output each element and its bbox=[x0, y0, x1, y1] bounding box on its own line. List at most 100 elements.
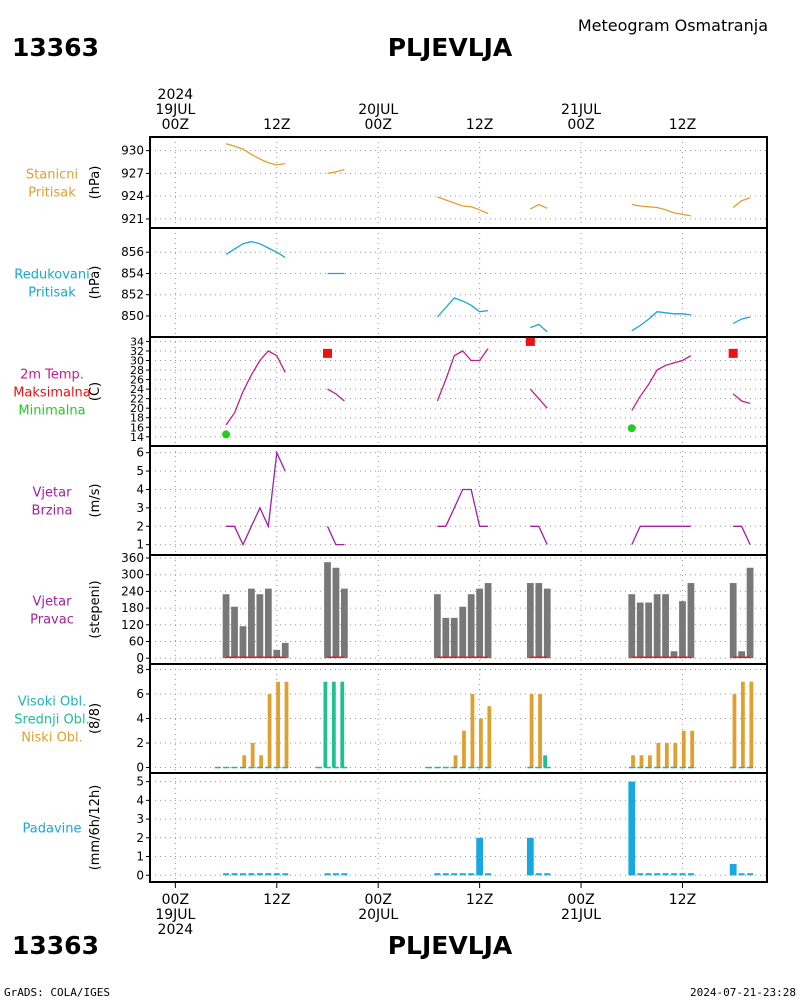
station-name-bottom: PLJEVLJA bbox=[388, 931, 513, 960]
bar bbox=[459, 606, 467, 659]
station-name-top: PLJEVLJA bbox=[388, 33, 513, 62]
bar bbox=[648, 755, 652, 768]
bar bbox=[331, 681, 336, 768]
y-tick-label: 5 bbox=[136, 464, 144, 478]
panel-1: 930 927 924 921 Stanicni Pritisak (hPa) bbox=[26, 136, 768, 229]
bar bbox=[746, 567, 754, 659]
panel-frame bbox=[149, 136, 768, 229]
series-line bbox=[732, 197, 751, 209]
y-tick-label: 18 bbox=[130, 412, 144, 425]
y-tick-label: 26 bbox=[130, 374, 144, 387]
bar bbox=[645, 602, 653, 659]
y-tick-label: 924 bbox=[121, 189, 144, 203]
y-tick-label: 4 bbox=[136, 482, 144, 496]
series-line bbox=[437, 196, 489, 215]
time-label: 2024 bbox=[158, 87, 194, 103]
y-axis-label: (m/s) bbox=[88, 484, 103, 518]
bar bbox=[340, 681, 345, 768]
bar bbox=[248, 588, 255, 659]
panel-label: Pritisak bbox=[28, 186, 76, 201]
bar bbox=[470, 693, 475, 768]
y-tick-label: 854 bbox=[121, 266, 144, 280]
y-tick-label: 2 bbox=[136, 736, 144, 750]
station-id-bottom: 13363 bbox=[12, 931, 99, 960]
bar bbox=[323, 681, 328, 768]
bar bbox=[538, 693, 542, 768]
panel-frame bbox=[149, 772, 768, 883]
panel-label: Pravac bbox=[30, 613, 74, 628]
series-line bbox=[631, 203, 692, 217]
bar bbox=[462, 730, 466, 768]
series-line bbox=[226, 450, 286, 547]
series-line bbox=[437, 488, 489, 527]
series-line bbox=[530, 525, 548, 545]
bar bbox=[679, 601, 686, 659]
time-label: 12Z bbox=[466, 892, 493, 908]
panel-label: Vjetar bbox=[33, 486, 73, 501]
bar bbox=[732, 693, 737, 768]
time-label: 00Z bbox=[567, 117, 594, 133]
bar bbox=[656, 743, 661, 768]
y-tick-label: 8 bbox=[136, 662, 144, 676]
series-line bbox=[631, 311, 691, 332]
y-tick-label: 1 bbox=[136, 538, 144, 552]
time-label: 20JUL bbox=[358, 102, 398, 118]
bar bbox=[670, 651, 678, 659]
y-tick-label: 24 bbox=[130, 383, 144, 396]
y-tick-label: 6 bbox=[136, 446, 144, 460]
bar bbox=[433, 594, 441, 659]
time-label: 2024 bbox=[158, 922, 194, 938]
bar bbox=[526, 837, 534, 876]
bar bbox=[256, 594, 264, 659]
footer-left: GrADS: COLA/IGES bbox=[4, 986, 110, 999]
time-label: 21JUL bbox=[561, 102, 601, 118]
time-label: 00Z bbox=[567, 892, 594, 908]
y-tick-label: 4 bbox=[136, 712, 144, 726]
y-tick-label: 28 bbox=[130, 364, 144, 377]
series-line bbox=[225, 143, 286, 166]
bar bbox=[231, 606, 238, 659]
panel-label: 2m Temp. bbox=[20, 368, 84, 383]
time-label: 12Z bbox=[263, 117, 290, 133]
tmax-marker bbox=[322, 348, 332, 358]
series-line bbox=[732, 393, 751, 405]
bar bbox=[631, 755, 635, 768]
time-label: 00Z bbox=[365, 892, 392, 908]
bar bbox=[681, 730, 686, 768]
y-tick-label: 20 bbox=[130, 402, 144, 415]
panel-label: Redukovani bbox=[14, 268, 89, 283]
series-line bbox=[225, 240, 286, 259]
y-tick-label: 120 bbox=[121, 618, 144, 632]
time-label: 19JUL bbox=[155, 907, 195, 923]
series-line bbox=[529, 388, 548, 409]
y-axis-label: (C) bbox=[88, 382, 103, 401]
bar bbox=[276, 681, 280, 768]
time-label: 00Z bbox=[162, 892, 189, 908]
y-tick-label: 5 bbox=[136, 775, 144, 789]
y-tick-label: 6 bbox=[136, 687, 144, 701]
time-label: 19JUL bbox=[155, 102, 195, 118]
bar bbox=[242, 755, 247, 768]
y-axis-label: (mm/6h/12h) bbox=[88, 785, 103, 871]
series-line bbox=[733, 525, 751, 545]
series-line bbox=[529, 203, 548, 210]
bar bbox=[476, 588, 484, 659]
bar bbox=[690, 730, 695, 768]
tmin-marker bbox=[222, 430, 231, 439]
bar bbox=[535, 583, 543, 659]
series-line bbox=[326, 526, 345, 546]
bar bbox=[324, 562, 331, 659]
series-line bbox=[436, 297, 489, 318]
y-tick-label: 0 bbox=[136, 651, 144, 665]
panel-label: Brzina bbox=[32, 504, 73, 519]
series-line bbox=[327, 168, 345, 175]
time-label: 12Z bbox=[466, 117, 493, 133]
bar bbox=[628, 594, 636, 659]
bar bbox=[529, 693, 534, 768]
bar bbox=[687, 583, 695, 659]
bar bbox=[543, 588, 551, 659]
panel-label: Pritisak bbox=[28, 286, 76, 301]
